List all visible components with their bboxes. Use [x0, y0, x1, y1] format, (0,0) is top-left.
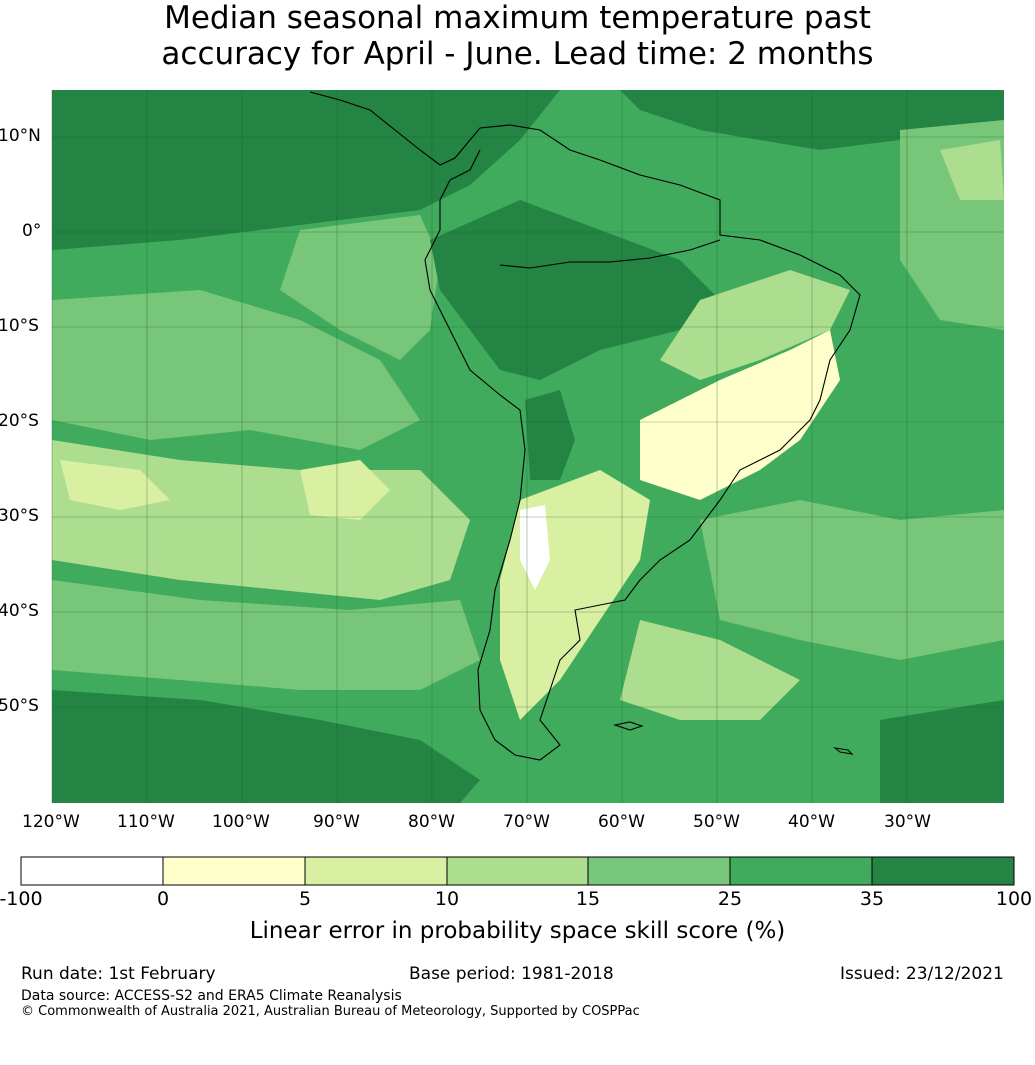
colorbar-tick-0: 0	[156, 888, 170, 910]
lat-label-10n: 10°N	[0, 126, 41, 146]
east-atlantic-pale	[940, 140, 1004, 200]
colorbar-bin-2	[304, 856, 448, 886]
colorbar-tick-minus100: -100	[0, 888, 43, 910]
chart-title: Median seasonal maximum temperature past…	[0, 0, 1035, 72]
argentina-white	[520, 505, 550, 590]
colorbar-bin-0	[20, 856, 164, 886]
amazon-dark	[430, 200, 720, 380]
colorbar-bin-1	[162, 856, 306, 886]
lon-label-90w: 90°W	[313, 812, 360, 832]
north-pacific-dark	[52, 90, 560, 250]
colorbar-bin-6	[871, 856, 1015, 886]
coastline	[309, 91, 861, 761]
south-atlantic-dark	[880, 700, 1004, 803]
south-georgia	[833, 747, 854, 755]
lon-label-80w: 80°W	[408, 812, 455, 832]
central-america-coast	[309, 91, 601, 166]
lat-label-10s: 10°S	[0, 316, 39, 336]
lon-label-70w: 70°W	[503, 812, 550, 832]
lon-label-50w: 50°W	[693, 812, 740, 832]
lat-label-20s: 20°S	[0, 411, 39, 431]
title-line-2: accuracy for April - June. Lead time: 2 …	[161, 36, 874, 72]
lon-label-40w: 40°W	[788, 812, 835, 832]
pacific-pale-patch	[300, 460, 390, 520]
south-america-coast	[424, 149, 861, 761]
colorbar-bin-5	[729, 856, 873, 886]
lat-label-40s: 40°S	[0, 601, 39, 621]
run-date: Run date: 1st February	[21, 964, 216, 984]
base-period: Base period: 1981-2018	[409, 964, 614, 984]
title-line-1: Median seasonal maximum temperature past	[164, 0, 871, 36]
lon-label-110w: 110°W	[117, 812, 175, 832]
brazil-pale	[640, 330, 840, 500]
colorbar-tick-5: 5	[298, 888, 312, 910]
lon-label-30w: 30°W	[884, 812, 931, 832]
skill-field	[52, 90, 1004, 803]
south-pacific-dark	[52, 690, 480, 803]
east-pacific-light	[280, 215, 440, 360]
graticule	[51, 90, 1004, 803]
lat-label-50s: 50°S	[0, 696, 39, 716]
amazon-river	[499, 239, 721, 269]
copyright: © Commonwealth of Australia 2021, Austra…	[21, 1004, 640, 1019]
colorbar-tick-35: 35	[859, 888, 885, 910]
lon-label-120w: 120°W	[22, 812, 80, 832]
data-source: Data source: ACCESS-S2 and ERA5 Climate …	[21, 988, 402, 1004]
colorbar-caption: Linear error in probability space skill …	[249, 918, 786, 944]
lon-label-60w: 60°W	[598, 812, 645, 832]
falklands	[612, 721, 644, 731]
pacific-pale-patch-2	[60, 460, 170, 510]
colorbar-tick-10: 10	[434, 888, 460, 910]
central-pacific-light	[52, 290, 420, 450]
south-atlantic-light	[700, 500, 1004, 660]
colorbar-tick-25: 25	[717, 888, 743, 910]
lat-label-30s: 30°S	[0, 506, 39, 526]
issued-date: Issued: 23/12/2021	[840, 964, 1004, 984]
colorbar-bin-4	[587, 856, 731, 886]
south-pacific-midband	[52, 580, 480, 690]
colorbar-tick-15: 15	[575, 888, 601, 910]
lat-label-0: 0°	[22, 221, 42, 241]
colorbar	[20, 856, 1015, 886]
andes-dark	[525, 390, 575, 480]
lon-label-100w: 100°W	[212, 812, 270, 832]
brazil-light	[660, 270, 850, 380]
colorbar-tick-100: 100	[995, 888, 1033, 910]
colorbar-bin-3	[446, 856, 589, 886]
south-atlantic-pale	[620, 620, 800, 720]
